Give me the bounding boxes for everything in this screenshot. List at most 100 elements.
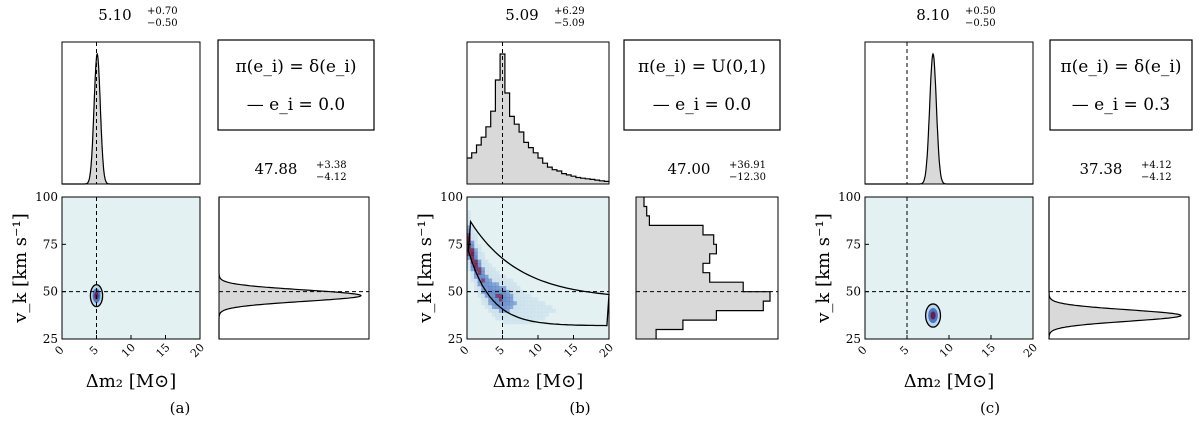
prior-label: π(e_i) = δ(e_i): [236, 57, 357, 77]
y-tick-label: 50: [448, 285, 463, 299]
density-cell: [467, 263, 471, 268]
density-cell: [470, 233, 475, 238]
density-cell: [498, 286, 503, 291]
density-cell: [467, 210, 471, 215]
legend-label: — e_i = 0.0: [653, 95, 752, 115]
density-cell: [523, 293, 528, 298]
panel-label: (b): [569, 399, 590, 417]
y-tick-label: 25: [448, 332, 463, 346]
density-cell: [552, 308, 556, 313]
density-cell: [484, 274, 489, 279]
density-cell: [474, 274, 478, 279]
density-cell: [516, 293, 521, 298]
density-cell: [481, 297, 485, 302]
density-cell: [488, 278, 493, 283]
density-cell: [545, 304, 549, 309]
density-cell: [491, 278, 496, 283]
density-cell: [491, 308, 496, 313]
corner-panel-c: 8.10 +0.50−0.50 π(e_i) = δ(e_i) — e_i = 0.3…: [813, 6, 1193, 417]
density-cell: [520, 293, 525, 298]
density-cell: [530, 320, 535, 325]
legend-box: [217, 39, 375, 131]
density-cell: [467, 233, 471, 238]
side-marginal-frame: [1048, 196, 1190, 340]
density-cell: [516, 304, 521, 309]
density-cell: [545, 308, 549, 313]
y-posterior-fill: [1049, 197, 1181, 339]
y-axis-label: v_k [km s⁻¹]: [10, 213, 31, 324]
density-cell: [506, 316, 510, 321]
density-cell: [491, 312, 496, 317]
legend-label: — e_i = 0.3: [1072, 95, 1171, 115]
density-cell: [545, 312, 549, 317]
density-cell: [481, 255, 485, 260]
density-cell: [506, 297, 510, 302]
density-cell: [502, 316, 507, 321]
density-cell: [488, 274, 493, 279]
density-cell: [484, 286, 489, 291]
panel-label: (c): [980, 399, 1000, 417]
density-cell: [491, 301, 496, 306]
density-cell: [506, 308, 510, 313]
density-cell: [491, 267, 496, 272]
density-cell: [474, 248, 478, 253]
density-cell: [534, 316, 539, 321]
y-summary-median: 47.00: [668, 160, 711, 178]
density-cell: [506, 286, 510, 291]
density-cell: [506, 289, 510, 294]
density-cell: [502, 312, 507, 317]
density-cell: [513, 308, 517, 313]
density-cell: [509, 282, 514, 287]
corner-panel-b: 5.09 +6.29−5.09 π(e_i) = U(0,1) — e_i = 0.0…: [415, 6, 781, 417]
density-cell: [498, 308, 503, 313]
density-cell: [527, 316, 532, 321]
joint-background: [62, 197, 200, 339]
density-cell: [491, 293, 496, 298]
density-cell: [509, 297, 514, 302]
density-cell: [502, 301, 507, 306]
density-cell: [502, 297, 507, 302]
density-cell: [541, 316, 546, 321]
y-summary-plus: +4.12: [1141, 160, 1172, 171]
corner-panel-a: 5.10 +0.70−0.50 π(e_i) = δ(e_i) — e_i = 0.0…: [10, 6, 375, 417]
density-cell: [541, 301, 546, 306]
side-marginal-frame: [218, 196, 370, 340]
y-tick-label: 75: [448, 237, 463, 251]
density-cell: [506, 301, 510, 306]
density-cell: [509, 320, 514, 325]
density-cell: [488, 304, 493, 309]
density-cell: [523, 320, 528, 325]
y-tick-label: 100: [440, 190, 463, 204]
density-cell: [516, 312, 521, 317]
y-summary-plus: +3.38: [316, 160, 347, 171]
density-cell: [502, 282, 507, 287]
density-cell: [488, 297, 493, 302]
density-cell: [538, 316, 542, 321]
density-cell: [484, 263, 489, 268]
density-cell: [509, 278, 514, 283]
density-cell: [484, 259, 489, 264]
y-summary-plus: +36.91: [729, 160, 766, 171]
x-tick-label: 15: [561, 341, 580, 360]
density-cell: [520, 320, 525, 325]
density-cell: [491, 297, 496, 302]
x-summary-minus: −5.09: [554, 18, 585, 29]
density-cell: [523, 304, 528, 309]
prior-label: π(e_i) = U(0,1): [638, 57, 766, 77]
density-cell: [470, 255, 475, 260]
density-cell: [474, 244, 478, 249]
density-cell: [467, 259, 471, 264]
y-posterior-line: [643, 197, 771, 339]
density-cell: [541, 304, 546, 309]
density-cell: [474, 282, 478, 287]
density-cell: [498, 312, 503, 317]
density-cell: [477, 289, 482, 294]
density-cell: [477, 293, 482, 298]
density-cell: [484, 278, 489, 283]
density-cell: [484, 297, 489, 302]
density-cell: [481, 263, 485, 268]
density-cell: [530, 297, 535, 302]
density-cell: [470, 225, 475, 230]
density-cell: [527, 297, 532, 302]
